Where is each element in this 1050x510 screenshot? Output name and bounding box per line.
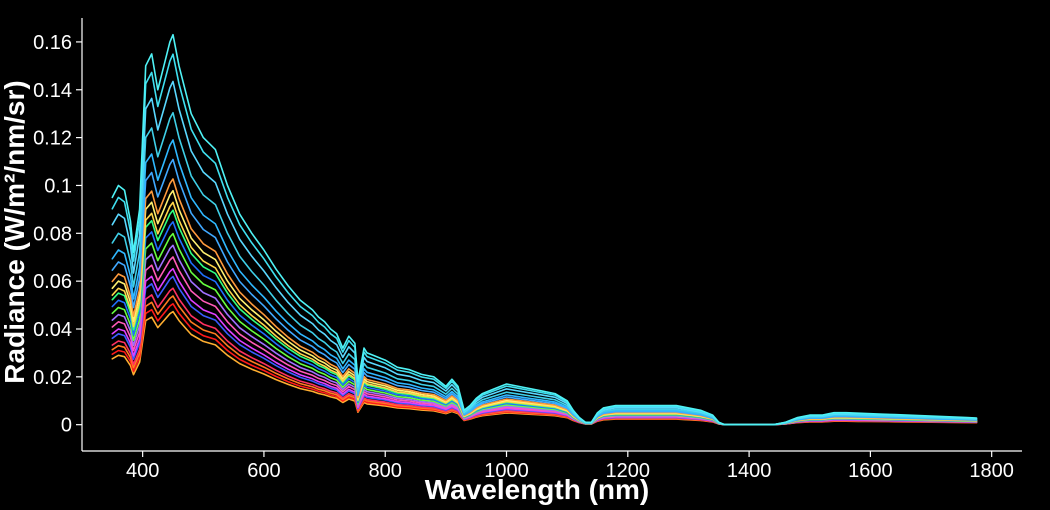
x-tick-label: 1000 bbox=[484, 460, 529, 482]
x-tick-label: 400 bbox=[126, 460, 159, 482]
y-axis-ticks: 0 0.02 0.04 0.06 0.08 0.1 0.12 0.14 0.16 bbox=[33, 32, 82, 437]
series-layer bbox=[111, 33, 978, 426]
y-tick-label: 0.1 bbox=[44, 175, 72, 197]
y-tick-label: 0.14 bbox=[33, 80, 72, 102]
spectrum-series-line bbox=[111, 33, 978, 426]
y-tick-label: 0 bbox=[61, 415, 72, 437]
x-tick-label: 1800 bbox=[969, 460, 1014, 482]
y-axis-title: Radiance (W/m²/nm/sr) bbox=[0, 80, 30, 383]
y-tick-label: 0.16 bbox=[33, 32, 72, 54]
x-tick-label: 1200 bbox=[606, 460, 651, 482]
x-axis-ticks: 400 600 800 1000 1200 1400 1600 1800 bbox=[126, 451, 1014, 482]
x-tick-label: 600 bbox=[247, 460, 280, 482]
x-tick-label: 800 bbox=[369, 460, 402, 482]
x-tick-label: 1400 bbox=[727, 460, 772, 482]
y-tick-label: 0.08 bbox=[33, 223, 72, 245]
x-axis-title: Wavelength (nm) bbox=[425, 474, 650, 505]
y-tick-label: 0.12 bbox=[33, 128, 72, 150]
y-tick-label: 0.06 bbox=[33, 271, 72, 293]
y-tick-label: 0.04 bbox=[33, 319, 72, 341]
y-tick-label: 0.02 bbox=[33, 367, 72, 389]
x-tick-label: 1600 bbox=[848, 460, 893, 482]
